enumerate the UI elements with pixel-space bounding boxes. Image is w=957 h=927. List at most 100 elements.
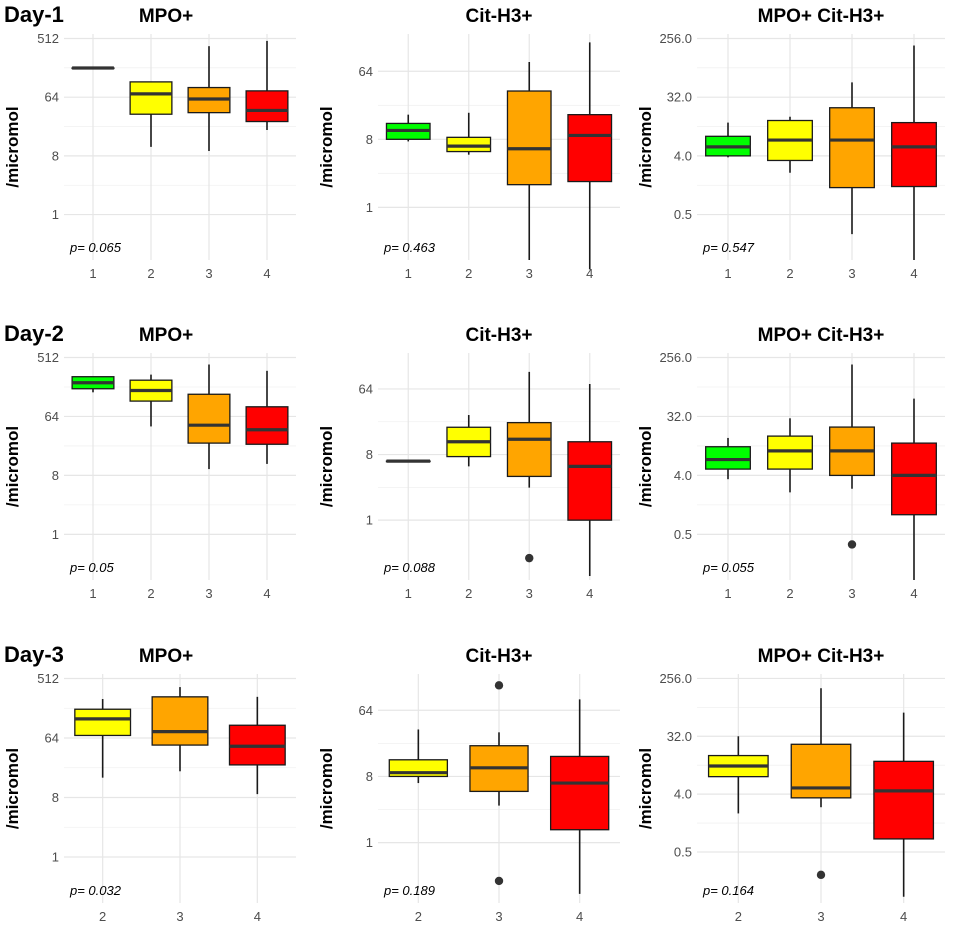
x-tick-label: 3: [526, 266, 533, 281]
box-cat-4: [891, 121, 937, 188]
y-tick-label: 8: [366, 132, 373, 147]
panel-2-2: 1 8 64 1 2 3 4/micromol Cit-H3+ p= 0.088: [317, 325, 620, 601]
panel-title: Cit-H3+: [465, 325, 532, 346]
y-axis-label: /micromol: [3, 426, 22, 507]
day-label: Day-2: [4, 321, 64, 346]
y-tick-label: 4.0: [674, 148, 692, 163]
y-tick-label: 256.0: [659, 350, 692, 365]
box-cat-3: [151, 696, 209, 746]
y-tick-label: 1: [52, 527, 59, 542]
box-cat-2: [767, 435, 813, 470]
y-tick-label: 0.5: [674, 845, 692, 860]
y-tick-label: 512: [37, 671, 59, 686]
y-tick-label: 1: [366, 513, 373, 528]
y-tick-label: 8: [52, 468, 59, 483]
box-cat-2: [129, 81, 173, 115]
x-tick-label: 1: [89, 586, 96, 601]
y-axis-label: /micromol: [317, 748, 336, 829]
y-tick-label: 64: [359, 703, 373, 718]
x-tick-label: 3: [817, 909, 824, 924]
p-value-label: p= 0.032: [69, 883, 122, 898]
x-tick-label: 3: [205, 266, 212, 281]
x-tick-label: 1: [724, 586, 731, 601]
outlier-point: [494, 681, 504, 690]
y-tick-label: 32.0: [667, 729, 692, 744]
y-tick-label: 0.5: [674, 207, 692, 222]
box-cat-4: [891, 442, 937, 516]
x-tick-label: 3: [848, 266, 855, 281]
x-tick-label: 1: [89, 266, 96, 281]
box-cat-4: [245, 90, 289, 123]
p-value-label: p= 0.055: [702, 560, 755, 575]
panel-1-1: 1 8 64 512 1 2 3 4/micromol MPO+ Day-1 p= 0.065: [3, 2, 296, 281]
x-tick-label: 4: [263, 266, 270, 281]
p-value-label: p= 0.164: [702, 883, 754, 898]
y-tick-label: 32.0: [667, 409, 692, 424]
x-tick-label: 4: [910, 266, 917, 281]
panel-3-2: 1 8 64 2 3 4/micromol Cit-H3+ p= 0.189: [317, 646, 620, 924]
box-cat-4: [245, 406, 289, 445]
x-tick-label: 3: [848, 586, 855, 601]
p-value-label: p= 0.547: [702, 240, 755, 255]
y-tick-label: 512: [37, 31, 59, 46]
box-cat-2: [446, 136, 492, 153]
p-value-label: p= 0.05: [69, 560, 115, 575]
p-value-label: p= 0.065: [69, 240, 122, 255]
y-axis-label: /micromol: [317, 426, 336, 507]
x-tick-label: 2: [465, 266, 472, 281]
y-tick-label: 8: [366, 447, 373, 462]
x-tick-label: 3: [526, 586, 533, 601]
p-value-label: p= 0.189: [383, 883, 435, 898]
y-tick-label: 8: [366, 769, 373, 784]
x-tick-label: 1: [405, 266, 412, 281]
y-tick-label: 64: [359, 64, 373, 79]
y-tick-label: 64: [45, 731, 59, 746]
x-tick-label: 2: [735, 909, 742, 924]
x-tick-label: 4: [254, 909, 261, 924]
y-tick-label: 1: [52, 849, 59, 864]
y-axis-label: /micromol: [636, 748, 655, 829]
panel-3-3: 0.5 4.0 32.0 256.0 2 3 4/micromol MPO+ Cit-H3+ p…: [636, 646, 945, 924]
y-axis-label: /micromol: [636, 426, 655, 507]
panel-title: MPO+ Cit-H3+: [758, 6, 885, 27]
box-cat-3: [829, 107, 875, 189]
y-tick-label: 8: [52, 790, 59, 805]
x-tick-label: 1: [724, 266, 731, 281]
y-tick-label: 512: [37, 350, 59, 365]
box-cat-2: [74, 708, 132, 737]
y-axis-label: /micromol: [3, 106, 22, 187]
box-cat-4: [549, 755, 610, 831]
x-tick-label: 2: [147, 266, 154, 281]
y-tick-label: 256.0: [659, 31, 692, 46]
panel-3-1: 1 8 64 512 2 3 4/micromol MPO+ Day-3 p= 0.032: [3, 642, 296, 924]
x-tick-label: 3: [495, 909, 502, 924]
x-tick-label: 4: [263, 586, 270, 601]
x-tick-label: 3: [176, 909, 183, 924]
y-tick-label: 1: [52, 207, 59, 222]
panel-title: Cit-H3+: [465, 6, 532, 27]
x-tick-label: 4: [586, 266, 593, 281]
box-cat-3: [790, 743, 852, 799]
panel-1-2: 1 8 64 1 2 3 4/micromol Cit-H3+ p= 0.463: [317, 6, 620, 281]
y-tick-label: 64: [45, 409, 59, 424]
x-tick-label: 4: [576, 909, 583, 924]
box-cat-4: [873, 760, 935, 840]
y-tick-label: 4.0: [674, 787, 692, 802]
p-value-label: p= 0.088: [383, 560, 436, 575]
y-tick-label: 4.0: [674, 468, 692, 483]
y-axis-label: /micromol: [3, 748, 22, 829]
y-tick-label: 32.0: [667, 90, 692, 105]
box-cat-3: [506, 421, 552, 478]
x-tick-label: 2: [465, 586, 472, 601]
panel-2-1: 1 8 64 512 1 2 3 4/micromol MPO+ Day-2 p= 0.05: [3, 321, 296, 601]
x-tick-label: 2: [147, 586, 154, 601]
x-tick-label: 2: [415, 909, 422, 924]
y-tick-label: 64: [359, 381, 373, 396]
x-tick-label: 2: [99, 909, 106, 924]
y-tick-label: 1: [366, 200, 373, 215]
y-tick-label: 256.0: [659, 671, 692, 686]
outlier-point: [494, 876, 504, 886]
y-axis-label: /micromol: [636, 106, 655, 187]
x-tick-label: 1: [405, 586, 412, 601]
